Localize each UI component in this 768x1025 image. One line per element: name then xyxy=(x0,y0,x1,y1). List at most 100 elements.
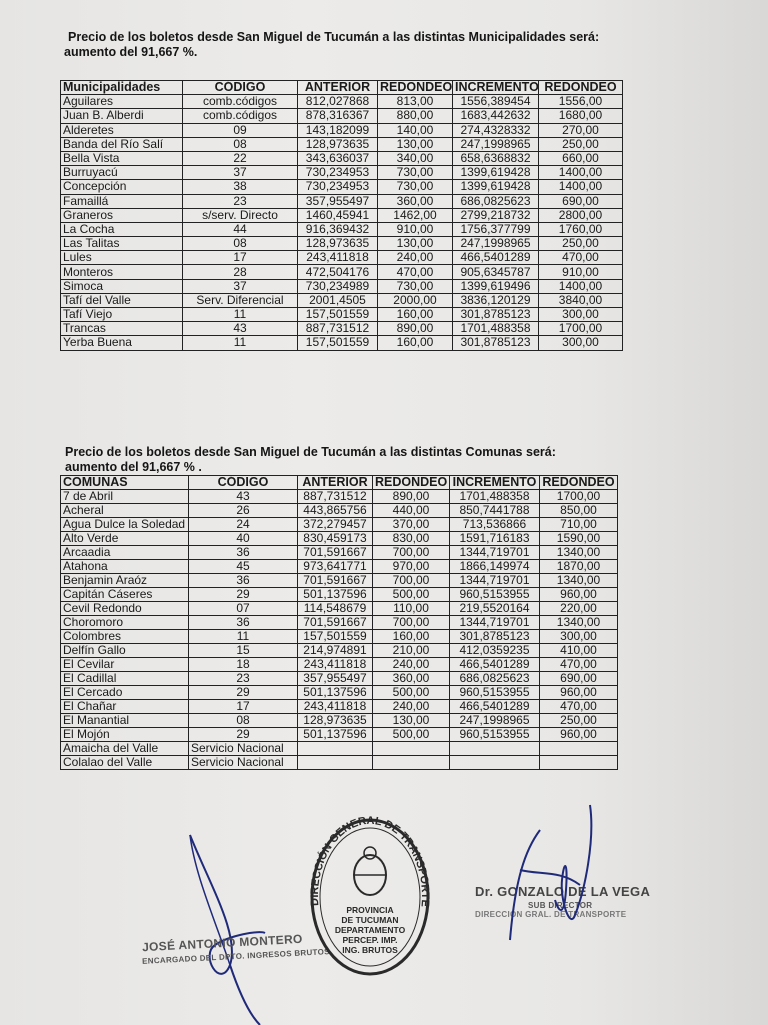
cell-increment: 1556,389454 xyxy=(452,94,539,110)
cell-increment: 686,0825623 xyxy=(452,193,539,209)
cell-previous: 501,137596 xyxy=(297,727,373,742)
cell-name: Aguilares xyxy=(60,94,183,110)
cell-previous: 128,973635 xyxy=(297,136,378,152)
cell-increment: 247,1998965 xyxy=(452,136,539,152)
cell-name: Delfín Gallo xyxy=(60,643,189,658)
cell-new-rounded: 850,00 xyxy=(539,503,618,518)
cell-new-rounded: 470,00 xyxy=(539,657,618,672)
table-row: Aguilares comb.códigos 812,027868 813,00 155… xyxy=(60,94,623,110)
municipalidades-title-line2: aumento del 91,667 %. xyxy=(64,45,198,59)
cell-code: 08 xyxy=(182,236,298,252)
cell-code: 11 xyxy=(188,629,298,644)
cell-name: Simoca xyxy=(60,278,183,294)
cell-code: 23 xyxy=(182,193,298,209)
cell-code: Servicio Nacional xyxy=(188,755,298,770)
cell-new-rounded: 1400,00 xyxy=(538,165,623,181)
cell-code: 07 xyxy=(188,601,298,616)
cell-code: 37 xyxy=(182,278,298,294)
cell-new-rounded: 300,00 xyxy=(538,306,623,323)
cell-rounded: 440,00 xyxy=(372,503,450,518)
column-header-name: Municipalidades xyxy=(60,79,183,96)
cell-name: El Chañar xyxy=(60,699,189,714)
cell-name: Banda del Río Salí xyxy=(60,136,183,152)
cell-previous xyxy=(297,755,373,770)
cell-previous: 2001,4505 xyxy=(297,292,378,309)
cell-increment: 713,536866 xyxy=(449,517,540,532)
cell-increment: 1756,377799 xyxy=(452,221,539,238)
cell-new-rounded: 960,00 xyxy=(539,685,618,700)
cell-name: Atahona xyxy=(60,559,189,574)
stamp-line: PERCEP. IMP. xyxy=(343,935,398,945)
column-header-new-rounded: REDONDEO xyxy=(538,79,623,96)
cell-name: Juan B. Alberdi xyxy=(60,108,183,124)
cell-rounded: 970,00 xyxy=(372,559,450,574)
column-header-increment: INCREMENTO xyxy=(449,475,540,490)
table-row: Trancas 43 887,731512 890,00 1701,488358 1700… xyxy=(60,321,623,337)
cell-name: Benjamin Araóz xyxy=(60,573,189,588)
cell-rounded: 360,00 xyxy=(377,193,453,209)
cell-previous: 973,641771 xyxy=(297,559,373,574)
table-header-row: Municipalidades CÓDIGO ANTERIOR REDONDEO INC… xyxy=(60,79,623,96)
cell-new-rounded: 1870,00 xyxy=(539,559,618,574)
cell-name: Acheral xyxy=(60,503,189,518)
cell-code: 44 xyxy=(182,221,298,238)
cell-name: Cevil Redondo xyxy=(60,601,189,616)
table-row: Yerba Buena 11 157,501559 160,00 301,8785123… xyxy=(60,335,623,351)
cell-code: 29 xyxy=(188,727,298,742)
cell-increment: 1591,716183 xyxy=(449,531,540,546)
cell-previous: 730,234953 xyxy=(297,179,378,195)
cell-code: 17 xyxy=(188,699,298,714)
municipalidades-title-line1: Precio de los boletos desde San Miguel d… xyxy=(68,30,600,44)
cell-name: Colalao del Valle xyxy=(60,755,189,770)
cell-rounded: 813,00 xyxy=(377,94,453,110)
column-header-code: CÓDIGO xyxy=(182,79,298,96)
cell-code: 38 xyxy=(182,179,298,195)
cell-new-rounded: 960,00 xyxy=(539,727,618,742)
table-row: Simoca 37 730,234989 730,00 1399,619496 1400,… xyxy=(60,278,623,294)
cell-increment: 466,5401289 xyxy=(449,699,540,714)
cell-increment: 412,0359235 xyxy=(449,643,540,658)
cell-increment: 274,4328332 xyxy=(452,122,539,138)
cell-code: 24 xyxy=(188,517,298,532)
cell-rounded: 500,00 xyxy=(372,587,450,602)
column-header-previous: ANTERIOR xyxy=(297,475,373,490)
stamp-line: PROVINCIA xyxy=(346,905,393,915)
cell-new-rounded: 1400,00 xyxy=(538,278,623,294)
cell-name: Burruyacú xyxy=(60,165,183,181)
cell-rounded: 890,00 xyxy=(377,321,453,337)
cell-rounded: 370,00 xyxy=(372,517,450,532)
cell-previous: 143,182099 xyxy=(297,122,378,138)
cell-code: 15 xyxy=(188,643,298,658)
cell-code: 26 xyxy=(188,503,298,518)
cell-rounded: 130,00 xyxy=(377,136,453,152)
cell-rounded xyxy=(372,741,450,756)
comunas-title-line2: aumento del 91,667 % . xyxy=(65,460,202,474)
cell-previous: 887,731512 xyxy=(297,321,378,337)
table-row: El Cadillal 23 357,955497 360,00 686,0825623… xyxy=(60,671,618,686)
cell-code: 29 xyxy=(188,685,298,700)
stamp-line: ING. BRUTOS xyxy=(342,945,398,955)
cell-name: Alderetes xyxy=(60,122,183,138)
cell-previous xyxy=(297,741,373,756)
cell-previous: 812,027868 xyxy=(297,94,378,110)
cell-new-rounded: 710,00 xyxy=(539,517,618,532)
cell-previous: 157,501559 xyxy=(297,306,378,323)
table-row: Tafí Viejo 11 157,501559 160,00 301,8785123 3… xyxy=(60,306,623,323)
cell-previous: 501,137596 xyxy=(297,685,373,700)
cell-previous: 830,459173 xyxy=(297,531,373,546)
table-row: El Manantial 08 128,973635 130,00 247,199896… xyxy=(60,713,618,728)
cell-rounded: 730,00 xyxy=(377,278,453,294)
table-row: Lules 17 243,411818 240,00 466,5401289 470,00 xyxy=(60,250,623,266)
table-row: Tafí del Valle Serv. Diferencial 2001,4505… xyxy=(60,292,623,309)
cell-code: comb.códigos xyxy=(182,108,298,124)
stamp-ring-text: DIRECCIÓN GENERAL DE TRANSPORTE xyxy=(309,815,431,907)
coat-of-arms-icon xyxy=(353,846,387,896)
municipalidades-title: Precio de los boletos desde San Miguel d… xyxy=(64,30,600,60)
cell-previous: 128,973635 xyxy=(297,236,378,252)
cell-rounded: 880,00 xyxy=(377,108,453,124)
table-row: Bella Vista 22 343,636037 340,00 658,6368832… xyxy=(60,150,623,167)
cell-previous: 701,591667 xyxy=(297,545,373,560)
cell-new-rounded: 1340,00 xyxy=(539,573,618,588)
cell-name: Alto Verde xyxy=(60,531,189,546)
column-header-name: COMUNAS xyxy=(60,475,189,490)
